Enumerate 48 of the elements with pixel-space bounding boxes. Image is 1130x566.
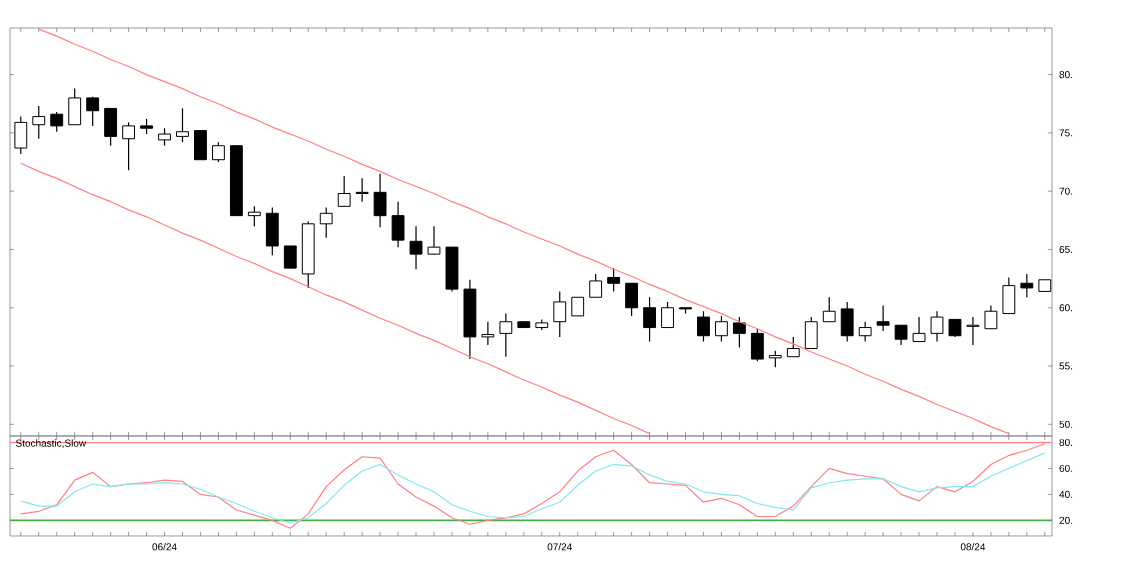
- candlestick: [409, 225, 423, 270]
- candlestick: [1002, 276, 1016, 315]
- candlestick: [858, 321, 872, 343]
- candlestick: [984, 304, 998, 330]
- candlestick: [86, 96, 100, 127]
- candlestick: [966, 316, 980, 346]
- candlestick: [930, 310, 944, 343]
- candlestick: [607, 267, 621, 293]
- candlestick: [499, 312, 513, 358]
- candlestick: [840, 301, 854, 343]
- candlestick: [481, 321, 495, 346]
- candlestick: [715, 315, 728, 343]
- candlestick: [661, 301, 674, 329]
- candlestick: [445, 246, 459, 293]
- candlestick: [571, 296, 585, 317]
- candlestick: [876, 304, 890, 332]
- candlestick: [427, 225, 441, 255]
- candlestick: [265, 206, 279, 256]
- candlestick: [68, 88, 82, 126]
- candlestick: [50, 111, 64, 133]
- candlestick: [894, 324, 908, 346]
- candlestick: [247, 205, 261, 227]
- candlestick: [625, 282, 639, 317]
- candlestick: [104, 107, 118, 147]
- candlestick: [283, 245, 297, 269]
- candlestick: [194, 129, 207, 161]
- candlestick: [1020, 273, 1034, 298]
- candlestick: [804, 316, 818, 350]
- candlestick: [14, 115, 28, 155]
- candlestick: [643, 296, 656, 343]
- candlestick: [391, 201, 405, 248]
- candlestick: [589, 273, 603, 298]
- candlestick: [822, 296, 836, 323]
- candlestick: [337, 175, 351, 207]
- candlestick: [373, 173, 387, 228]
- candlestick: [732, 316, 746, 348]
- candlestick: [122, 121, 136, 171]
- candlestick: [32, 105, 46, 140]
- candlestick: [912, 316, 926, 343]
- candlestick: [553, 290, 567, 338]
- candlestick: [355, 177, 369, 203]
- candlestick: [697, 310, 710, 343]
- candlestick: [750, 328, 764, 362]
- candlestick: [786, 336, 800, 358]
- candlestick: [211, 141, 225, 163]
- candlestick: [176, 107, 189, 143]
- candlestick: [319, 206, 333, 239]
- candlestick: [463, 279, 477, 360]
